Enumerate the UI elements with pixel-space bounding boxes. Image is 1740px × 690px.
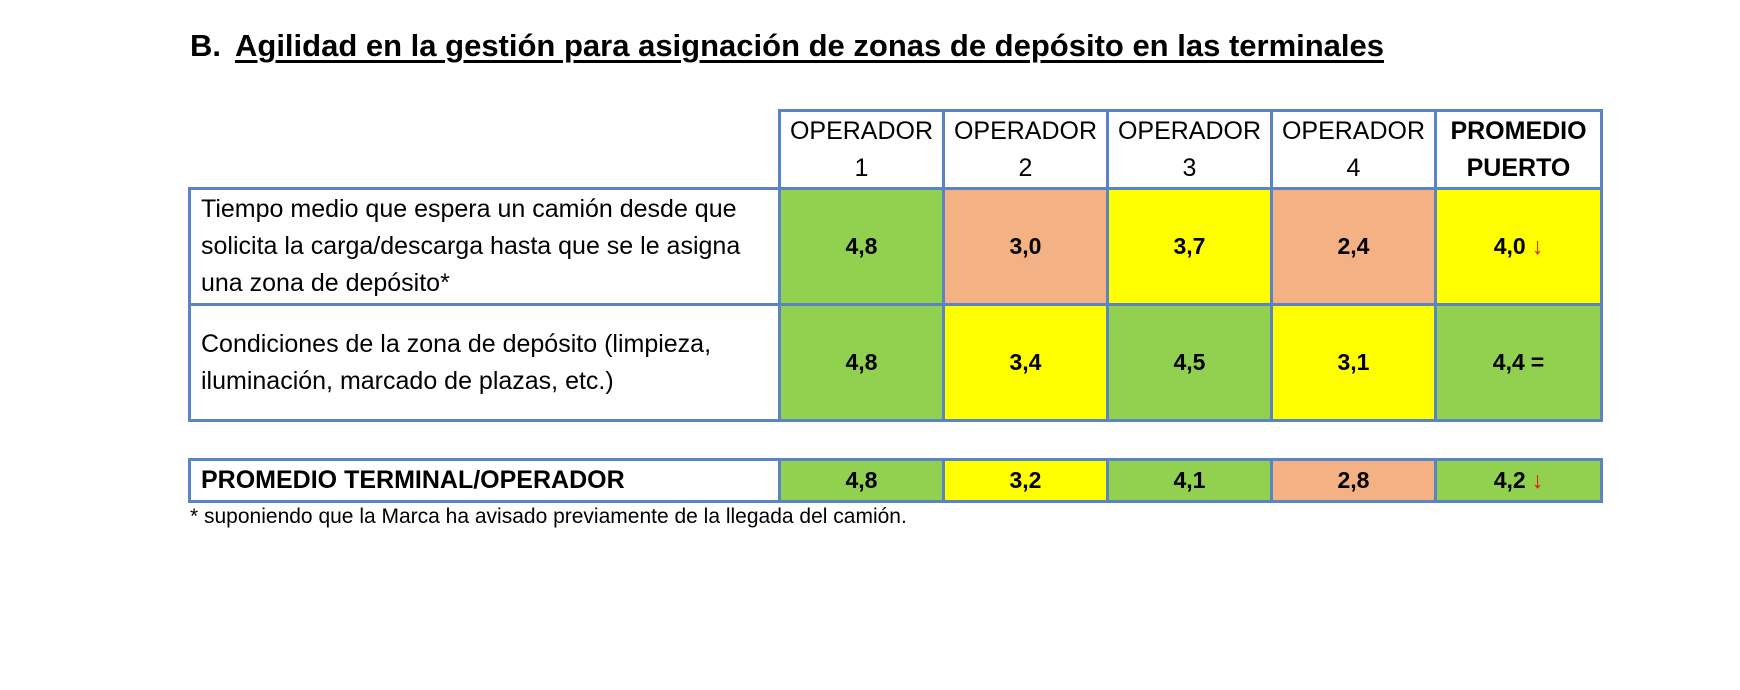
section-title-text: Agilidad en la gestión para asignación d… <box>235 28 1385 63</box>
header-row: OPERADOR 1 OPERADOR 2 OPERADOR 3 OPERADO… <box>190 109 1603 190</box>
table-row: Tiempo medio que espera un camión desde … <box>188 187 1603 306</box>
header-line1: OPERADOR <box>1117 116 1262 145</box>
header-line1: OPERADOR <box>789 116 934 145</box>
value-cell: 3,1 <box>1270 303 1437 422</box>
summary-average-cell: 4,2 ↓ <box>1434 458 1603 503</box>
header-line2: 3 <box>1182 153 1197 182</box>
trend-equal-icon: = <box>1530 349 1545 375</box>
header-promedio-puerto: PROMEDIO PUERTO <box>1434 109 1603 190</box>
footnote: * suponiendo que la Marca ha avisado pre… <box>190 505 907 528</box>
header-line2: PUERTO <box>1466 153 1571 182</box>
value-cell: 3,4 <box>942 303 1109 422</box>
summary-value-cell: 3,2 <box>942 458 1109 503</box>
summary-value-cell: 4,8 <box>778 458 945 503</box>
row-label: Condiciones de la zona de depósito (limp… <box>188 303 781 422</box>
header-line2: 2 <box>1018 153 1033 182</box>
summary-row: PROMEDIO TERMINAL/OPERADOR 4,8 3,2 4,1 2… <box>188 458 1603 503</box>
summary-table: PROMEDIO TERMINAL/OPERADOR 4,8 3,2 4,1 2… <box>188 458 1603 503</box>
value-cell: 4,8 <box>778 303 945 422</box>
average-value: 4,0 <box>1493 233 1526 259</box>
row-label: Tiempo medio que espera un camión desde … <box>188 187 781 306</box>
header-line2: 1 <box>854 153 869 182</box>
header-line1: PROMEDIO <box>1450 116 1587 145</box>
header-line1: OPERADOR <box>953 116 1098 145</box>
header-operador-3: OPERADOR 3 <box>1106 109 1273 190</box>
section-letter: B. <box>190 28 221 63</box>
value-cell: 2,4 <box>1270 187 1437 306</box>
average-value: 4,4 <box>1492 349 1525 375</box>
header-blank-cell <box>190 111 780 189</box>
header-operador-4: OPERADOR 4 <box>1270 109 1437 190</box>
trend-down-icon: ↓ <box>1531 233 1544 259</box>
header-operador-2: OPERADOR 2 <box>942 109 1109 190</box>
summary-value-cell: 2,8 <box>1270 458 1437 503</box>
trend-down-icon: ↓ <box>1531 467 1544 493</box>
header-line1: OPERADOR <box>1281 116 1426 145</box>
summary-value-cell: 4,1 <box>1106 458 1273 503</box>
summary-label: PROMEDIO TERMINAL/OPERADOR <box>188 458 781 503</box>
value-cell: 3,0 <box>942 187 1109 306</box>
average-cell: 4,4 = <box>1434 303 1603 422</box>
value-cell: 3,7 <box>1106 187 1273 306</box>
ratings-table: OPERADOR 1 OPERADOR 2 OPERADOR 3 OPERADO… <box>188 109 1603 422</box>
value-cell: 4,5 <box>1106 303 1273 422</box>
header-operador-1: OPERADOR 1 <box>778 109 945 190</box>
summary-average-value: 4,2 <box>1493 467 1526 493</box>
value-cell: 4,8 <box>778 187 945 306</box>
header-line2: 4 <box>1346 153 1361 182</box>
section-title: B. Agilidad en la gestión para asignación… <box>190 28 1384 64</box>
average-cell: 4,0 ↓ <box>1434 187 1603 306</box>
table-row: Condiciones de la zona de depósito (limp… <box>188 303 1603 422</box>
